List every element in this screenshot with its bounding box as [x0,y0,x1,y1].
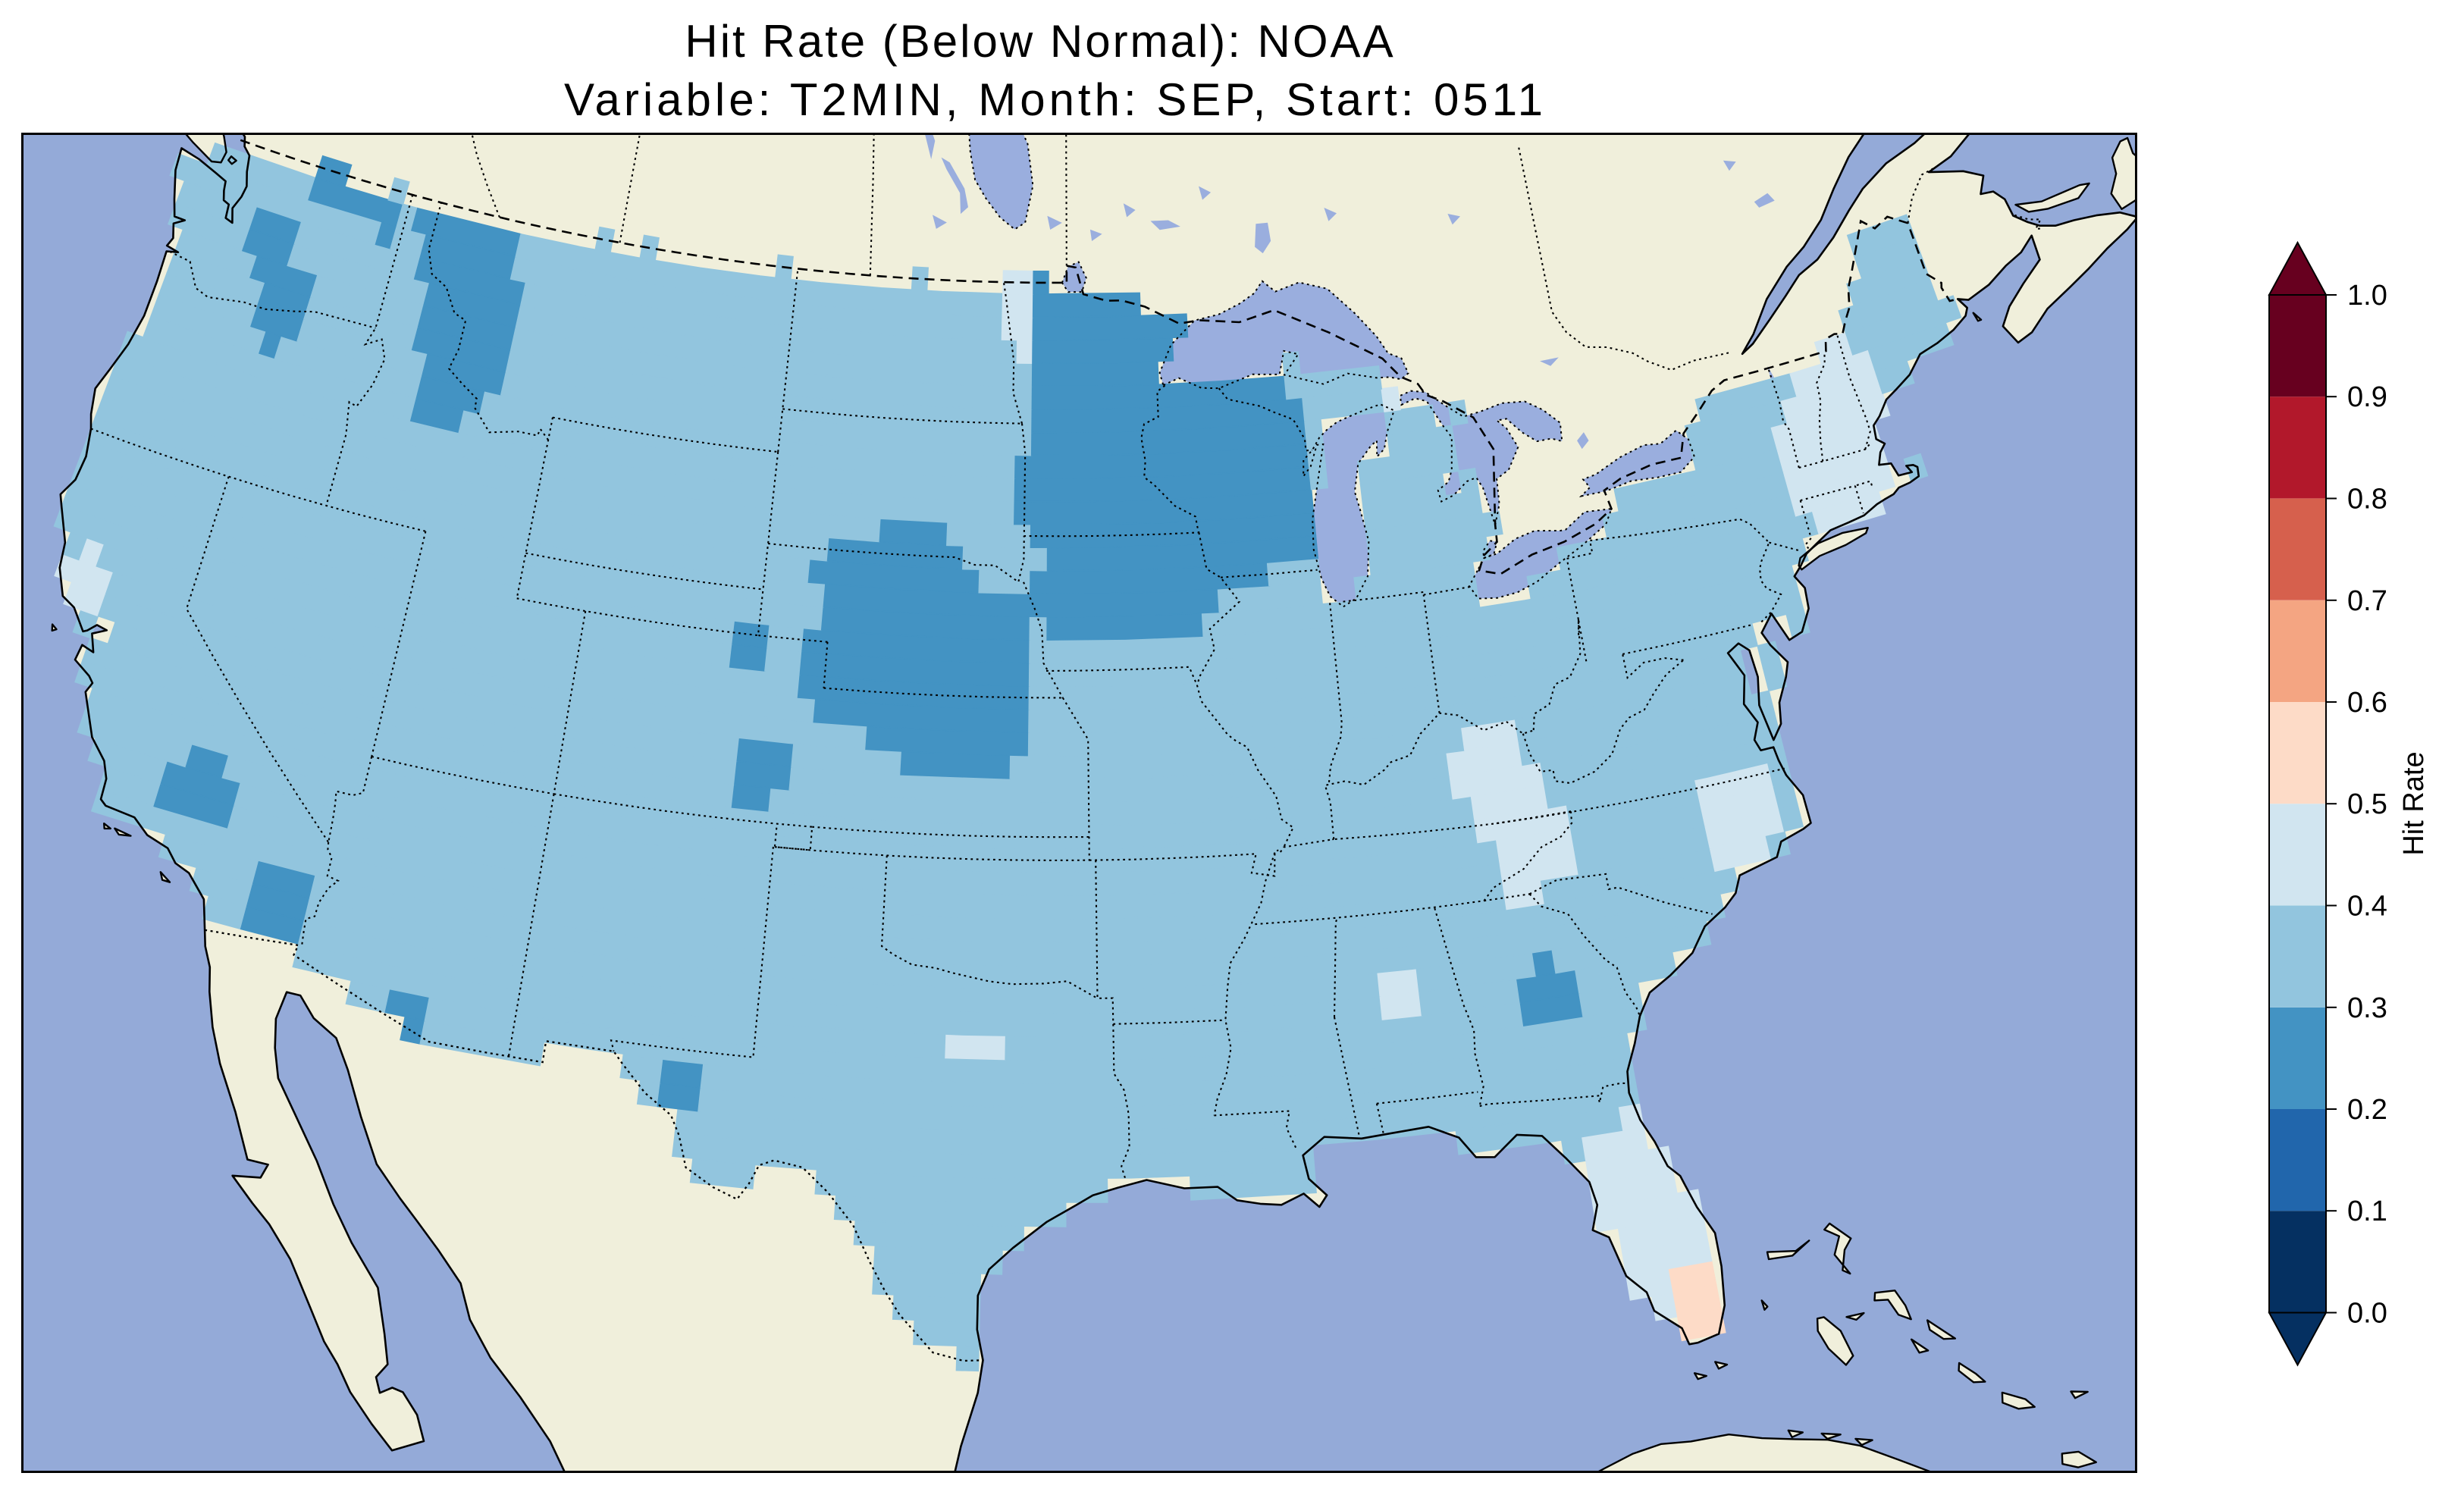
svg-text:Variable: T2MIN, Month: SEP, S: Variable: T2MIN, Month: SEP, Start: 0511 [564,74,1547,125]
svg-text:0.9: 0.9 [2347,381,2387,413]
svg-text:1.0: 1.0 [2347,280,2387,312]
svg-text:0.4: 0.4 [2347,891,2387,923]
svg-text:0.7: 0.7 [2347,585,2387,617]
svg-text:0.1: 0.1 [2347,1196,2387,1227]
svg-text:0.0: 0.0 [2347,1298,2387,1330]
svg-text:0.5: 0.5 [2347,788,2387,820]
svg-text:0.2: 0.2 [2347,1094,2387,1126]
svg-text:Hit Rate (Below Normal): NOAA: Hit Rate (Below Normal): NOAA [685,16,1395,67]
svg-text:Hit Rate: Hit Rate [2398,751,2430,855]
svg-text:0.3: 0.3 [2347,992,2387,1024]
svg-text:0.6: 0.6 [2347,687,2387,719]
svg-text:0.8: 0.8 [2347,484,2387,516]
